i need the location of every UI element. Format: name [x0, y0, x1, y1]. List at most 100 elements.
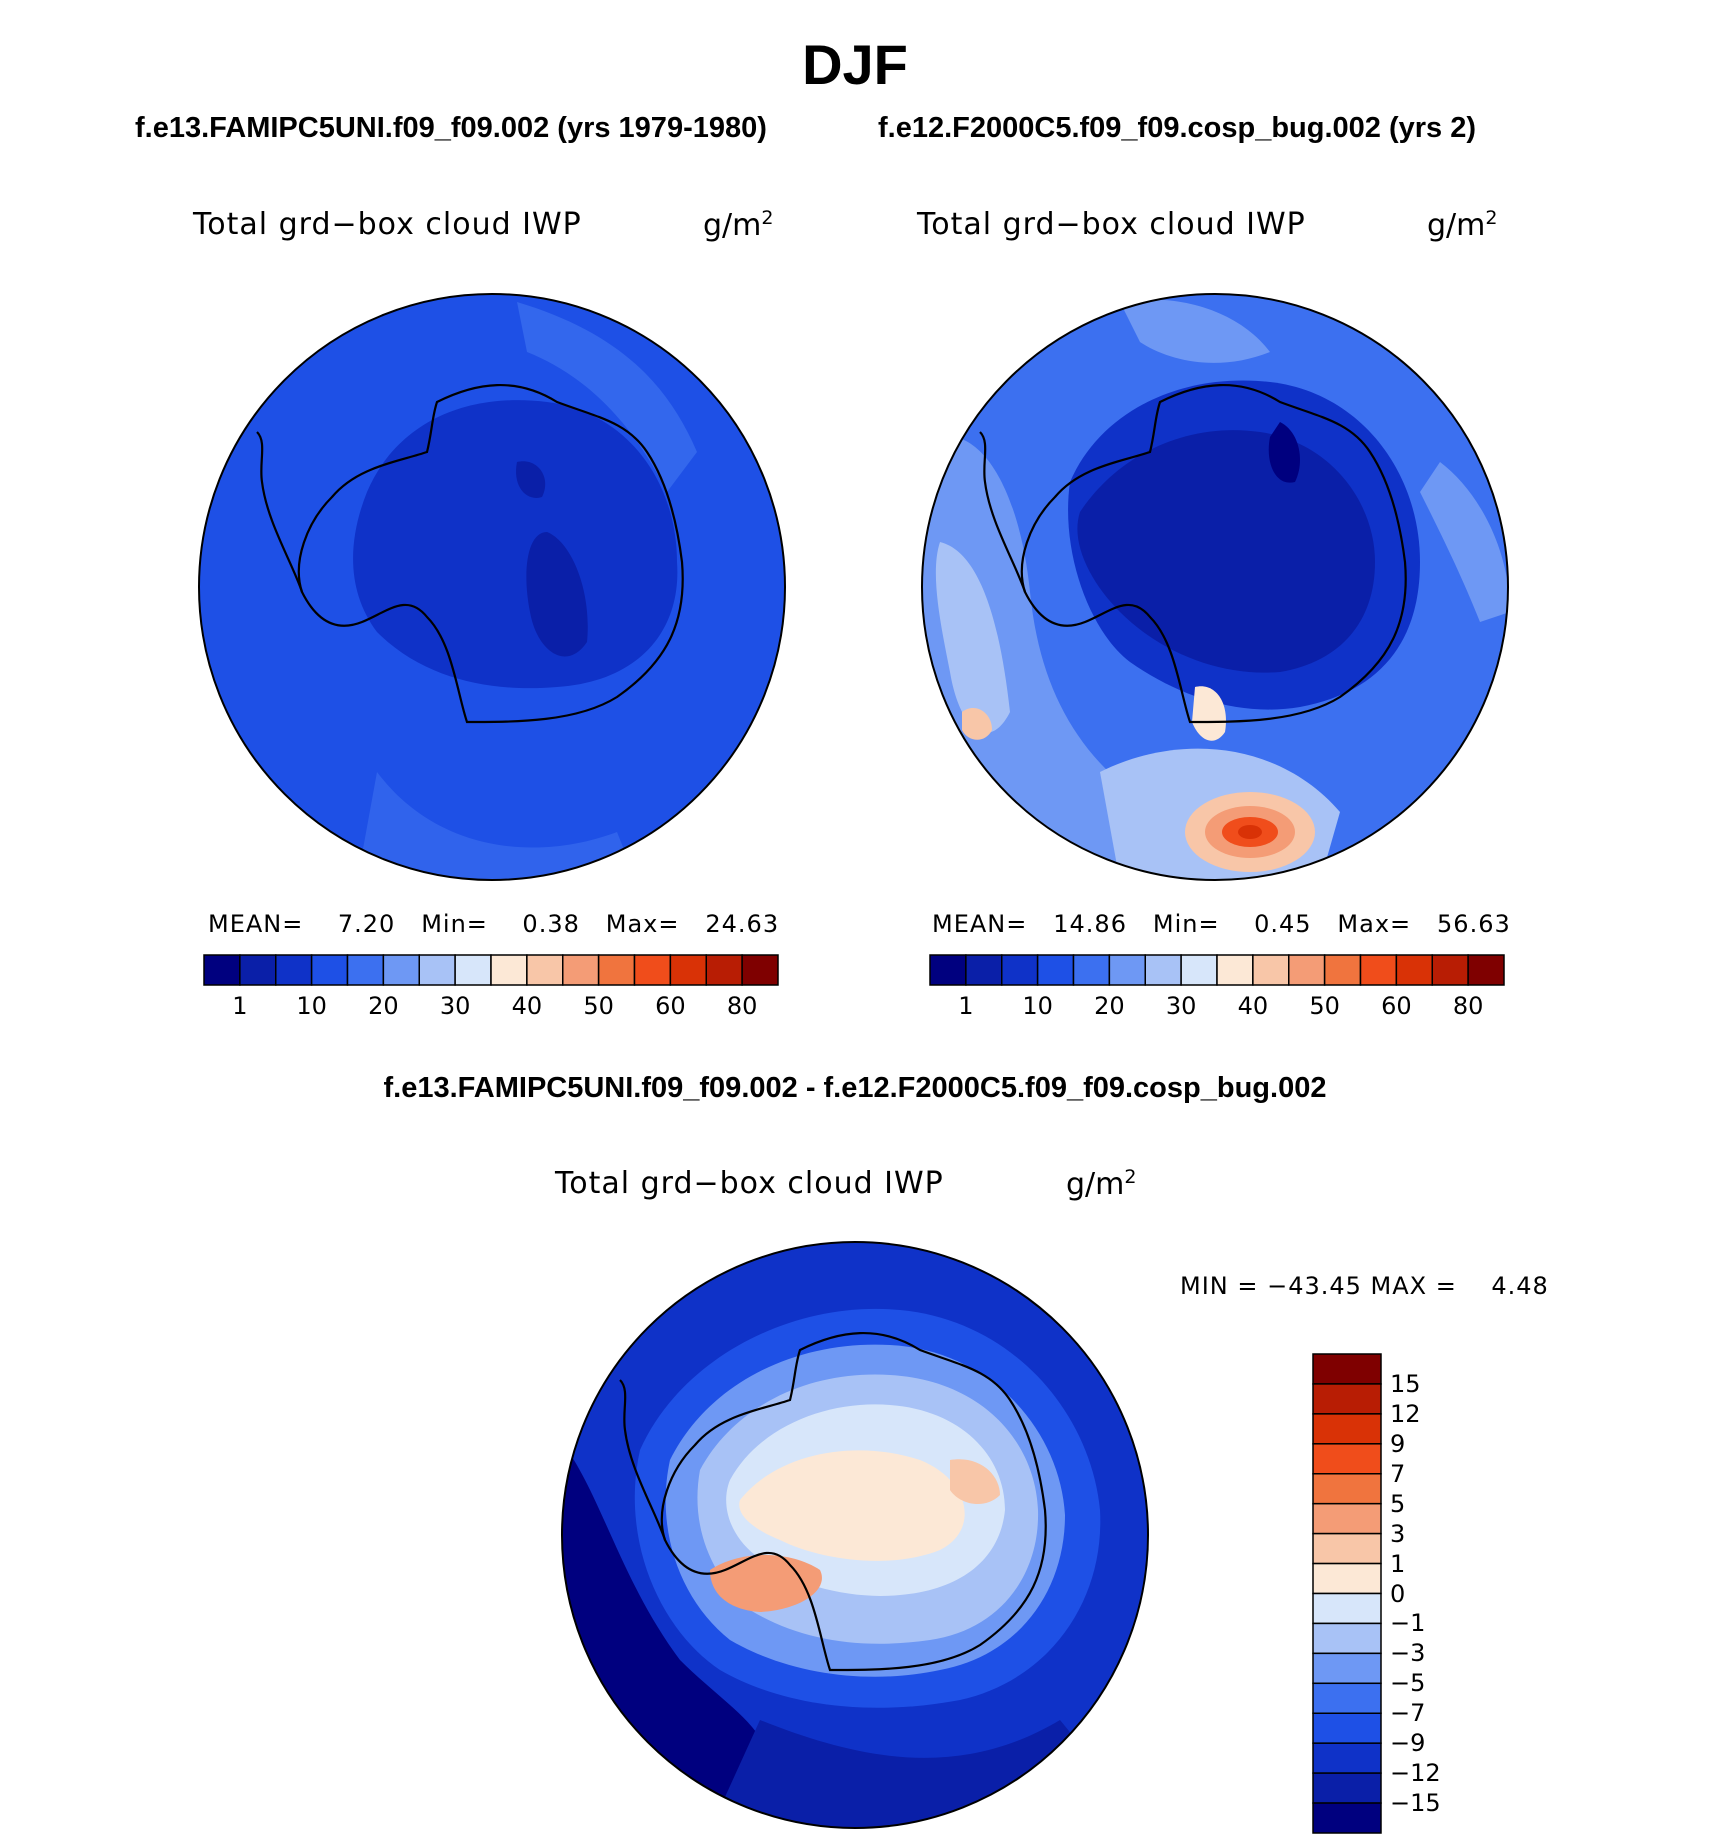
colorbar-tick-label: 40	[1237, 992, 1269, 1020]
colorbar-bin	[1312, 1562, 1382, 1595]
colorbar-panel1-labels: 1 10 20 30 40 50 60 80	[204, 992, 778, 1022]
colorbar-bin	[1108, 954, 1146, 986]
colorbar-bin	[1288, 954, 1326, 986]
map2-warm-blob	[962, 708, 992, 740]
colorbar-bin	[929, 954, 967, 986]
map-panel2	[921, 293, 1509, 881]
colorbar-bin	[239, 954, 277, 986]
colorbar-panel2-labels: 1 10 20 30 40 50 60 80	[930, 992, 1504, 1022]
colorbar-tick-label: 60	[1381, 992, 1412, 1020]
colorbar-bin	[526, 954, 564, 986]
colorbar-tick-label: 1	[232, 992, 248, 1020]
colorbar-bin	[1395, 954, 1433, 986]
colorbar-bin	[1312, 1772, 1382, 1804]
colorbar-tick-label: −5	[1390, 1669, 1426, 1698]
map1-boundary	[198, 293, 786, 881]
colorbar-tick-label: 50	[1309, 992, 1340, 1020]
map3-warm-area	[950, 1459, 1000, 1505]
colorbar-tick-label: 50	[583, 992, 614, 1020]
colorbar-bin	[562, 954, 600, 986]
map2-field-band	[1420, 462, 1508, 622]
colorbar-tick-label: 30	[1165, 992, 1197, 1020]
map3-warm-area	[739, 1450, 965, 1561]
colorbar-bin	[454, 954, 492, 986]
colorbar-bin	[1431, 954, 1469, 986]
colorbar-tick-label: 9	[1390, 1429, 1406, 1458]
colorbar-bin	[1312, 1802, 1382, 1834]
map2-hotspot	[1238, 825, 1262, 839]
map2-peninsula	[979, 431, 1027, 593]
colorbar-tick-label: 3	[1390, 1519, 1406, 1548]
map-panel1	[198, 293, 786, 881]
colorbar-bin	[1312, 1652, 1382, 1685]
colorbar-bin	[633, 954, 672, 986]
colorbar-tick-label: 1	[958, 992, 974, 1020]
map1-field-band	[357, 772, 637, 880]
map2-boundary	[921, 293, 1509, 881]
panel2-variable-title: Total grd−box cloud IWP	[917, 207, 1306, 242]
map1-coastline	[297, 384, 684, 724]
colorbar-bin	[382, 954, 420, 986]
colorbar-bin	[203, 954, 241, 986]
colorbar-bin	[1180, 954, 1218, 986]
colorbar-panel2	[929, 954, 1505, 986]
colorbar-bin	[1312, 1383, 1382, 1415]
colorbar-panel3	[1312, 1353, 1382, 1834]
panel2-stats: MEAN= 14.86 Min= 0.45 Max= 56.63	[932, 910, 1511, 938]
colorbar-bin	[1312, 1502, 1382, 1535]
colorbar-bin	[310, 954, 349, 986]
colorbar-bin	[1252, 954, 1290, 986]
colorbar-tick-label: 20	[368, 992, 399, 1020]
colorbar-bin	[1467, 954, 1505, 986]
colorbar-bin	[1312, 1353, 1382, 1385]
map2-warm-blob	[1192, 686, 1226, 741]
colorbar-tick-label: −7	[1390, 1699, 1426, 1728]
colorbar-bin	[1323, 954, 1362, 986]
colorbar-tick-label: 1	[1390, 1549, 1406, 1578]
map3-boundary	[561, 1241, 1149, 1829]
colorbar-bin	[705, 954, 743, 986]
colorbar-tick-label: 80	[1452, 992, 1484, 1020]
map-panel3	[561, 1241, 1149, 1829]
colorbar-bin	[418, 954, 456, 986]
colorbar-bin	[1312, 1622, 1382, 1655]
colorbar-tick-label: 10	[296, 992, 327, 1020]
colorbar-bin	[1072, 954, 1111, 986]
colorbar-panel3-labels: 15 12 9 7 5 3 1 0 −1 −3 −5 −7 −9 −12 −15	[1390, 1354, 1470, 1833]
colorbar-bin	[1312, 1443, 1382, 1475]
panel1-units: g/m2	[703, 207, 774, 243]
map3-peninsula	[619, 1379, 667, 1541]
colorbar-bin	[1312, 1742, 1382, 1774]
colorbar-bin	[346, 954, 385, 986]
colorbar-tick-label: 30	[439, 992, 471, 1020]
colorbar-tick-label: 0	[1390, 1579, 1406, 1608]
colorbar-tick-label: 15	[1390, 1369, 1421, 1398]
colorbar-tick-label: 10	[1022, 992, 1053, 1020]
colorbar-tick-label: 40	[511, 992, 543, 1020]
map1-field-band	[517, 302, 697, 492]
panel3-units: g/m2	[1066, 1166, 1137, 1202]
colorbar-tick-label: −3	[1390, 1639, 1426, 1668]
colorbar-bin	[1216, 954, 1254, 986]
map1-interior-low	[526, 532, 588, 657]
colorbar-bin	[1312, 1682, 1382, 1714]
case1-subtitle: f.e13.FAMIPC5UNI.f09_f09.002 (yrs 1979-1…	[135, 112, 767, 144]
colorbar-bin	[1359, 954, 1398, 986]
panel1-stats: MEAN= 7.20 Min= 0.38 Max= 24.63	[208, 910, 780, 938]
map2-coastline	[1020, 384, 1407, 724]
colorbar-tick-label: 60	[655, 992, 686, 1020]
colorbar-bin	[965, 954, 1003, 986]
colorbar-bin	[490, 954, 528, 986]
colorbar-bin	[1312, 1592, 1382, 1625]
panel1-variable-title: Total grd−box cloud IWP	[193, 207, 582, 242]
panel3-stats: MIN = −43.45 MAX = 4.48	[1180, 1272, 1549, 1300]
colorbar-tick-label: 5	[1390, 1489, 1406, 1518]
colorbar-tick-label: −9	[1390, 1729, 1426, 1758]
colorbar-bin	[1312, 1473, 1382, 1505]
map1-peninsula	[256, 431, 304, 593]
colorbar-bin	[741, 954, 779, 986]
map2-interior-low	[1077, 430, 1375, 673]
map1-interior-low	[516, 461, 546, 498]
colorbar-bin	[1036, 954, 1075, 986]
colorbar-bin	[1144, 954, 1182, 986]
